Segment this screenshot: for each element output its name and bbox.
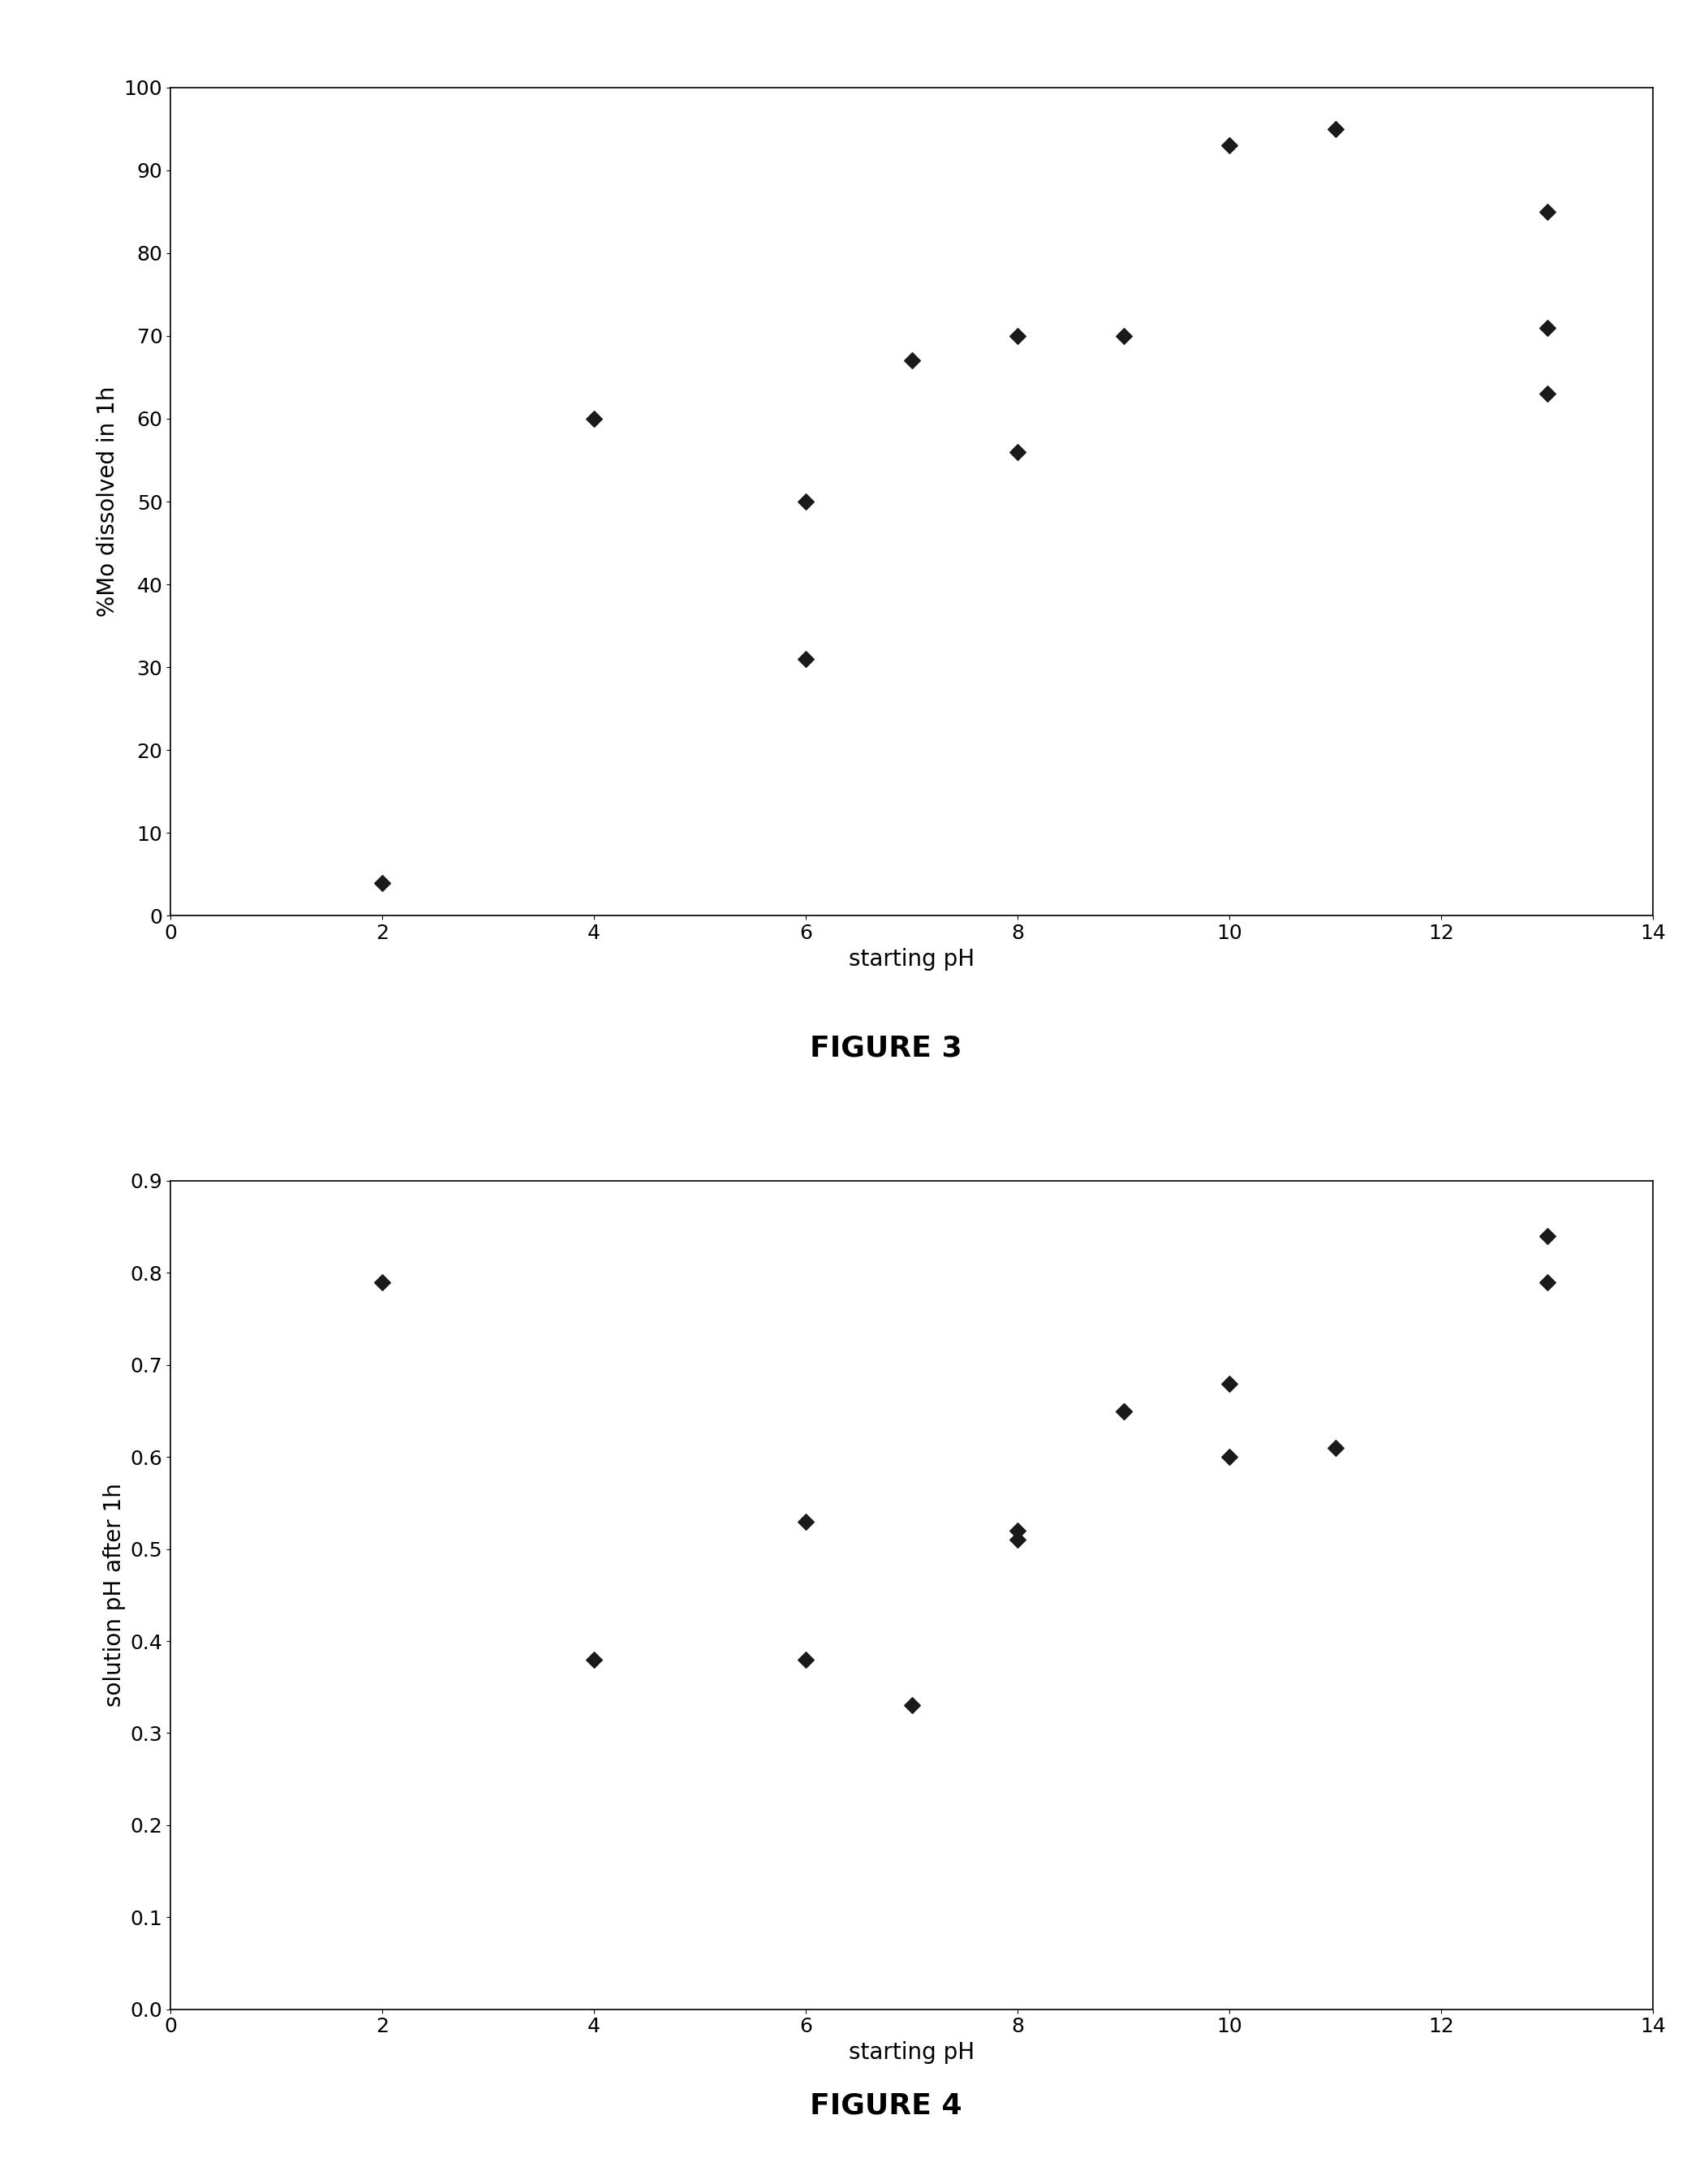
Point bbox=[1215, 129, 1242, 164]
Point bbox=[1322, 1431, 1350, 1465]
Point bbox=[792, 1505, 820, 1540]
Point bbox=[1004, 1514, 1031, 1548]
Point bbox=[792, 485, 820, 520]
Point bbox=[1322, 111, 1350, 146]
Point bbox=[581, 1642, 608, 1677]
Point bbox=[898, 343, 925, 378]
Point bbox=[1004, 319, 1031, 354]
Point bbox=[1109, 1393, 1137, 1428]
Point bbox=[1109, 319, 1137, 354]
Point bbox=[1534, 1219, 1561, 1254]
Point bbox=[792, 1642, 820, 1677]
Y-axis label: %Mo dissolved in 1h: %Mo dissolved in 1h bbox=[97, 387, 119, 616]
Point bbox=[581, 402, 608, 437]
Y-axis label: solution pH after 1h: solution pH after 1h bbox=[102, 1483, 126, 1708]
Text: FIGURE 3: FIGURE 3 bbox=[809, 1035, 963, 1061]
Point bbox=[792, 642, 820, 677]
Point bbox=[1004, 1522, 1031, 1557]
Point bbox=[1215, 1365, 1242, 1400]
X-axis label: starting pH: starting pH bbox=[849, 2042, 975, 2064]
Point bbox=[1215, 1439, 1242, 1474]
Point bbox=[1004, 435, 1031, 470]
X-axis label: starting pH: starting pH bbox=[849, 948, 975, 970]
Point bbox=[1109, 1393, 1137, 1428]
Point bbox=[1534, 310, 1561, 345]
Point bbox=[368, 1265, 395, 1299]
Point bbox=[368, 865, 395, 900]
Point bbox=[898, 1688, 925, 1723]
Point bbox=[1534, 1265, 1561, 1299]
Point bbox=[1534, 376, 1561, 411]
Text: FIGURE 4: FIGURE 4 bbox=[809, 2092, 963, 2118]
Point bbox=[1534, 194, 1561, 229]
